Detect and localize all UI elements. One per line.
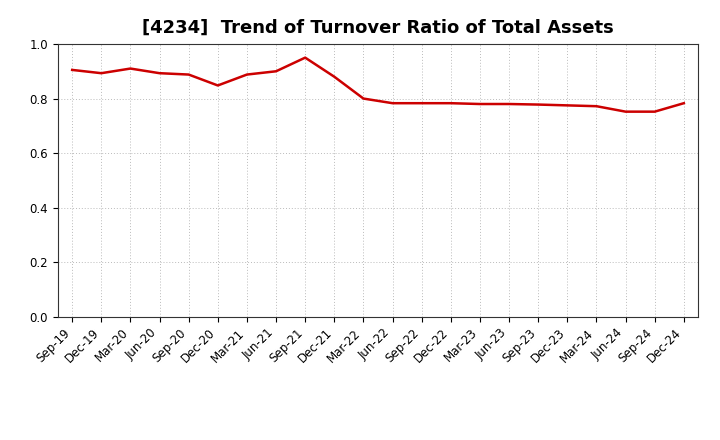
Title: [4234]  Trend of Turnover Ratio of Total Assets: [4234] Trend of Turnover Ratio of Total … [142, 19, 614, 37]
